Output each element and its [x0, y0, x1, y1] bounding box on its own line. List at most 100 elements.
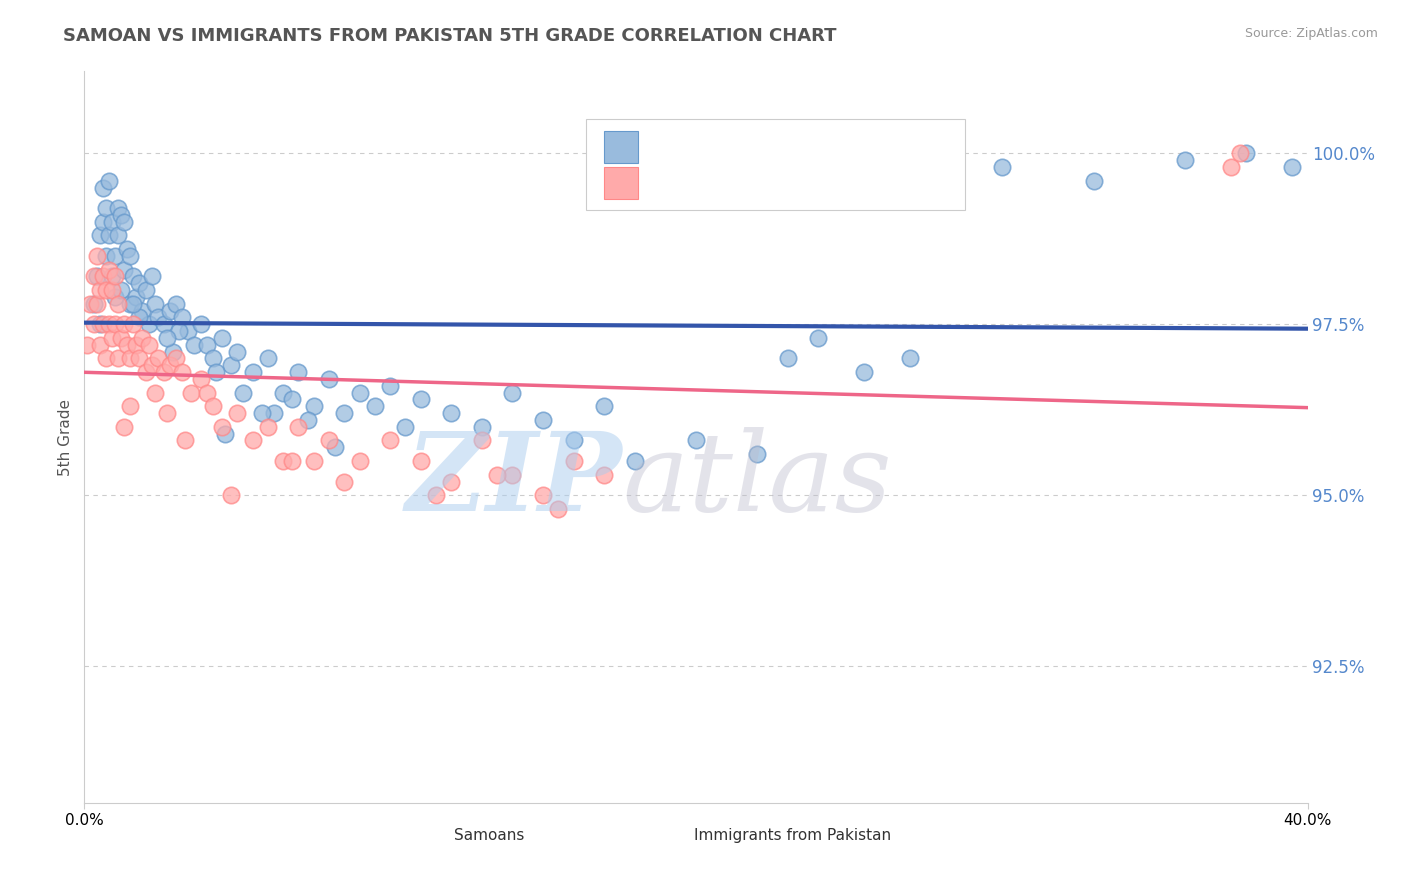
- Point: [94, 283, 117, 297]
- Point: [86, 297, 108, 311]
- Point: [172, 310, 194, 325]
- Point: [146, 310, 169, 325]
- Point: [219, 488, 242, 502]
- Point: [89, 283, 111, 297]
- Point: [226, 344, 249, 359]
- Point: [141, 269, 163, 284]
- Point: [271, 454, 294, 468]
- Point: [101, 269, 124, 284]
- Point: [91, 215, 114, 229]
- Point: [1174, 153, 1197, 168]
- Point: [287, 365, 309, 379]
- Point: [180, 385, 202, 400]
- Point: [156, 406, 179, 420]
- Point: [257, 420, 280, 434]
- Point: [242, 434, 264, 448]
- Point: [257, 351, 280, 366]
- Point: [159, 359, 181, 373]
- Point: [107, 228, 129, 243]
- Point: [91, 318, 114, 332]
- Point: [562, 434, 585, 448]
- Point: [195, 385, 218, 400]
- Point: [156, 331, 179, 345]
- Point: [153, 318, 176, 332]
- Point: [531, 413, 554, 427]
- Point: [159, 303, 181, 318]
- Point: [250, 406, 273, 420]
- Point: [135, 365, 157, 379]
- Point: [333, 475, 356, 489]
- Text: Samoans: Samoans: [454, 828, 524, 843]
- Text: R = 0.400   N = 87: R = 0.400 N = 87: [651, 135, 821, 153]
- Point: [195, 338, 218, 352]
- Point: [104, 269, 127, 284]
- Point: [104, 290, 127, 304]
- Point: [107, 297, 129, 311]
- Point: [562, 454, 585, 468]
- Point: [97, 174, 120, 188]
- Point: [138, 338, 160, 352]
- Point: [318, 372, 340, 386]
- Point: [425, 488, 447, 502]
- Point: [409, 454, 432, 468]
- Text: atlas: atlas: [623, 427, 893, 534]
- Point: [211, 420, 233, 434]
- Point: [776, 351, 799, 366]
- Point: [107, 351, 129, 366]
- Point: [242, 365, 264, 379]
- Point: [394, 420, 416, 434]
- Point: [97, 228, 120, 243]
- Point: [138, 318, 160, 332]
- Point: [685, 434, 707, 448]
- Point: [79, 297, 101, 311]
- Point: [104, 249, 127, 263]
- Point: [263, 406, 285, 420]
- Point: [89, 318, 111, 332]
- Point: [531, 488, 554, 502]
- Point: [89, 228, 111, 243]
- Point: [174, 434, 197, 448]
- Point: [165, 351, 187, 366]
- Point: [110, 208, 132, 222]
- Point: [297, 413, 319, 427]
- Point: [1281, 160, 1303, 174]
- Point: [76, 338, 98, 352]
- Point: [201, 400, 224, 414]
- Point: [91, 180, 114, 194]
- Point: [226, 406, 249, 420]
- Point: [94, 201, 117, 215]
- Point: [380, 434, 402, 448]
- Point: [83, 297, 105, 311]
- Point: [115, 338, 138, 352]
- Point: [128, 277, 150, 291]
- Point: [122, 269, 145, 284]
- Point: [807, 331, 830, 345]
- Y-axis label: 5th Grade: 5th Grade: [58, 399, 73, 475]
- Point: [89, 338, 111, 352]
- Point: [143, 385, 166, 400]
- Point: [898, 351, 921, 366]
- Point: [211, 331, 233, 345]
- Point: [167, 324, 190, 338]
- Point: [183, 338, 205, 352]
- Point: [143, 297, 166, 311]
- Point: [624, 454, 647, 468]
- Point: [97, 318, 120, 332]
- FancyBboxPatch shape: [420, 830, 446, 849]
- Point: [91, 269, 114, 284]
- Point: [172, 365, 194, 379]
- Point: [287, 420, 309, 434]
- Point: [364, 400, 387, 414]
- Point: [409, 392, 432, 407]
- Point: [125, 290, 148, 304]
- Point: [83, 269, 105, 284]
- Point: [190, 318, 212, 332]
- Point: [349, 385, 371, 400]
- Point: [104, 318, 127, 332]
- Point: [440, 475, 463, 489]
- Point: [141, 359, 163, 373]
- Text: Immigrants from Pakistan: Immigrants from Pakistan: [693, 828, 890, 843]
- Point: [94, 351, 117, 366]
- Point: [201, 351, 224, 366]
- Point: [853, 365, 876, 379]
